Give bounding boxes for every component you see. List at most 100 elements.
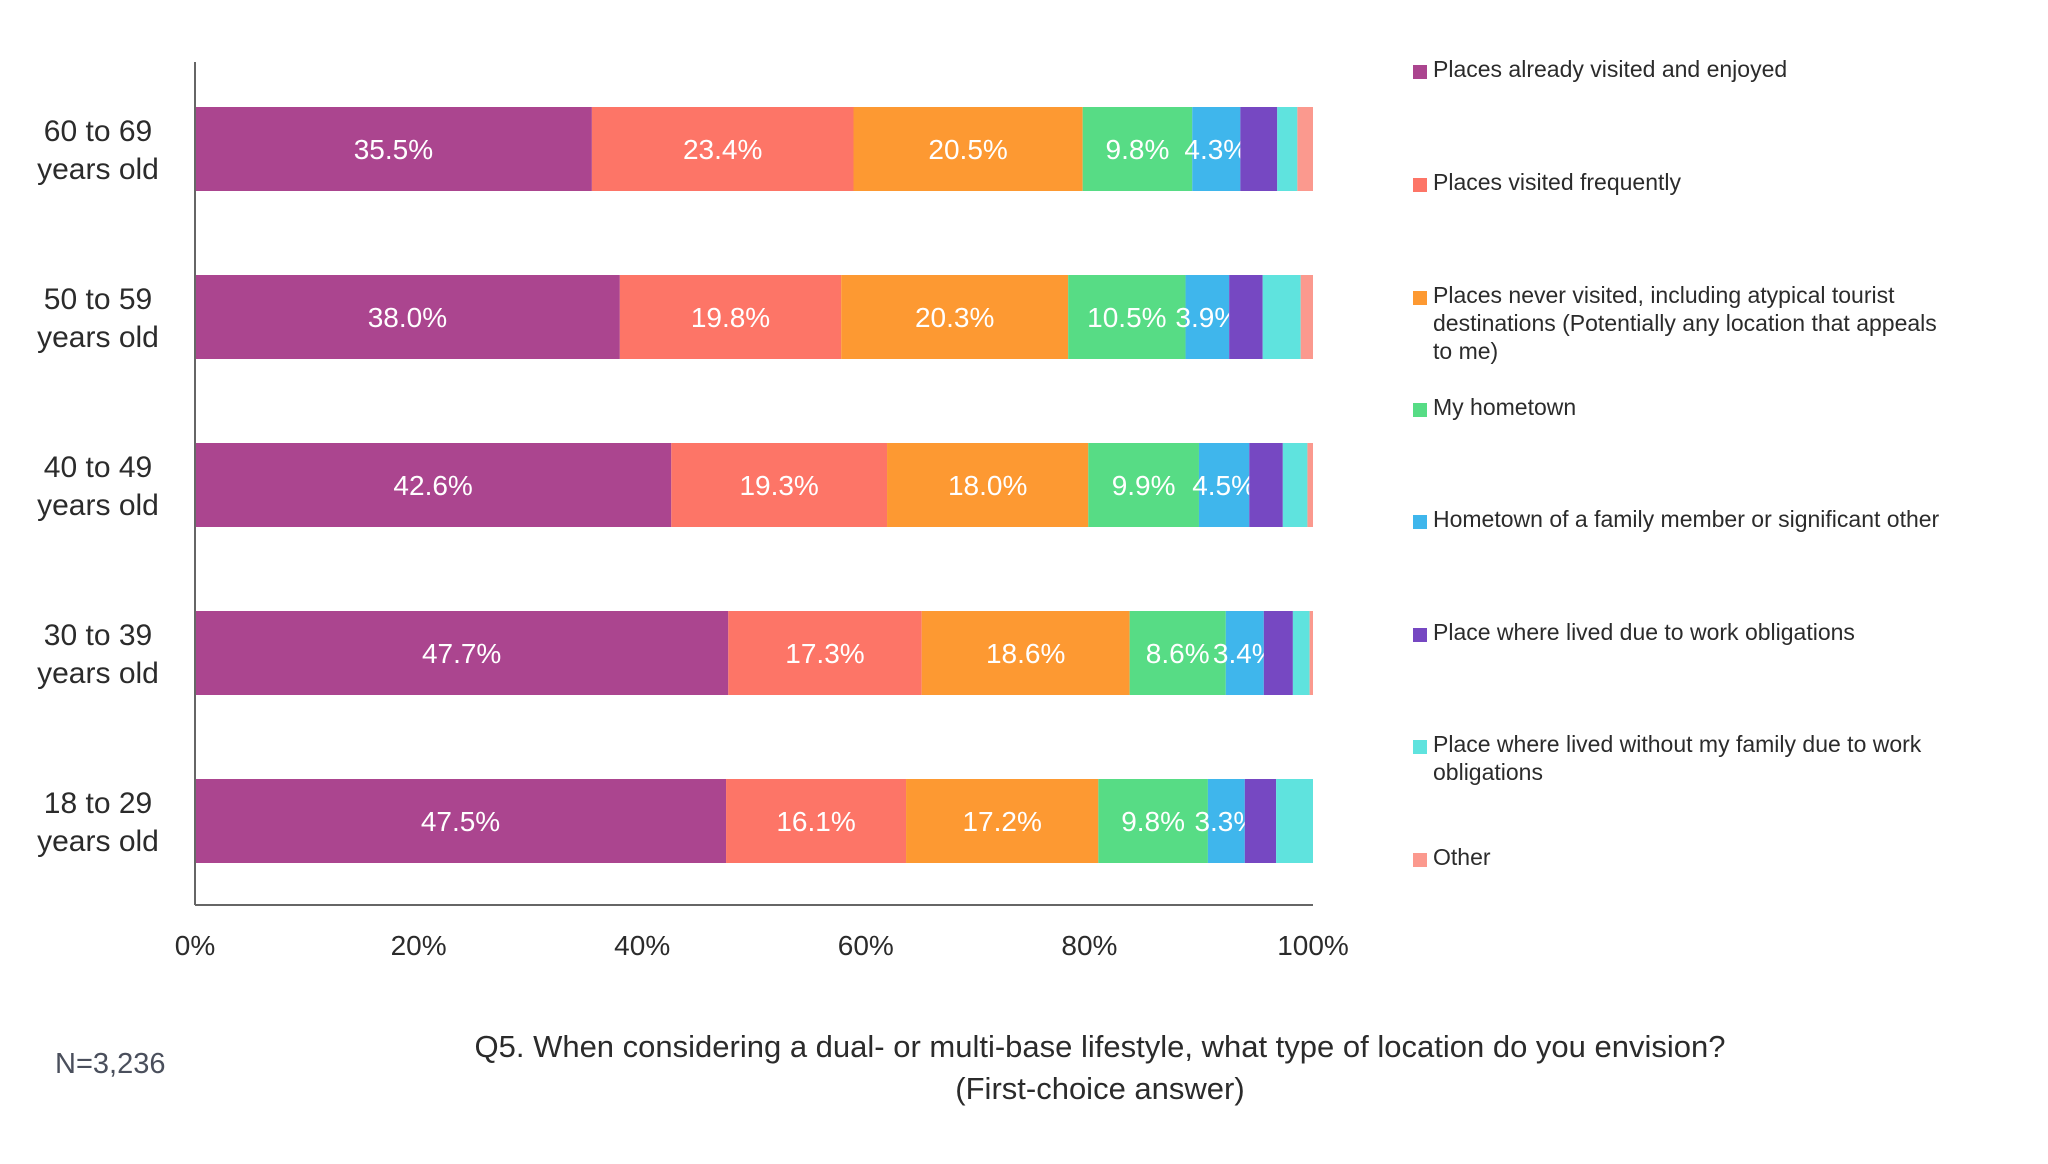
- category-label: 60 to 69: [44, 115, 152, 148]
- legend-label: Place where lived due to work obligation…: [1433, 619, 1855, 645]
- bar-segment: [671, 443, 888, 527]
- bar-segment: [1263, 611, 1293, 695]
- bar-segment: [1276, 779, 1313, 863]
- bar-segment: [195, 611, 729, 695]
- data-label: 38.0%: [368, 302, 447, 333]
- data-label: 17.3%: [785, 638, 864, 669]
- data-label: 16.1%: [776, 806, 855, 837]
- legend-label: obligations: [1433, 759, 1543, 785]
- sample-size-label: N=3,236: [55, 1048, 166, 1080]
- caption-line-2: (First-choice answer): [955, 1071, 1245, 1106]
- bar-segment: [591, 107, 854, 191]
- legend-swatch: [1413, 178, 1427, 192]
- data-label: 9.9%: [1112, 470, 1176, 501]
- bar-segment: [1300, 275, 1313, 359]
- data-label: 20.5%: [928, 134, 1007, 165]
- bar-segment: [1282, 443, 1308, 527]
- bar-segment: [1309, 611, 1313, 695]
- legend-label: destinations (Potentially any location t…: [1433, 310, 1937, 336]
- chart-caption: Q5. When considering a dual- or multi-ba…: [250, 1026, 1950, 1110]
- legend-swatch: [1413, 740, 1427, 754]
- bar-segment: [1244, 779, 1277, 863]
- bar-segment: [1277, 107, 1298, 191]
- category-label: years old: [37, 825, 159, 858]
- bar-segment: [195, 275, 620, 359]
- category-label: 18 to 29: [44, 787, 152, 820]
- bar-segment: [726, 779, 907, 863]
- bar-segment: [1185, 275, 1230, 359]
- bar-segment: [195, 443, 672, 527]
- bar-segment: [1192, 107, 1241, 191]
- category-label: 30 to 39: [44, 619, 152, 652]
- data-label: 47.5%: [421, 806, 500, 837]
- legend-swatch: [1413, 291, 1427, 305]
- bar-segment: [853, 107, 1083, 191]
- data-label: 19.3%: [739, 470, 818, 501]
- bar-segment: [921, 611, 1130, 695]
- bar-segment: [1292, 611, 1310, 695]
- category-label: years old: [37, 321, 159, 354]
- legend-swatch: [1413, 403, 1427, 417]
- category-label: years old: [37, 153, 159, 186]
- x-tick-label: 80%: [1061, 930, 1117, 961]
- bar-segment: [728, 611, 922, 695]
- legend-swatch: [1413, 628, 1427, 642]
- x-tick-label: 0%: [175, 930, 215, 961]
- bar-segment: [1068, 275, 1186, 359]
- data-label: 10.5%: [1087, 302, 1166, 333]
- legend-swatch: [1413, 65, 1427, 79]
- data-label: 47.7%: [422, 638, 501, 669]
- bar-segment: [195, 779, 727, 863]
- bar-segment: [1240, 107, 1278, 191]
- legend-label: Places visited frequently: [1433, 169, 1682, 195]
- data-label: 23.4%: [683, 134, 762, 165]
- x-tick-label: 40%: [614, 930, 670, 961]
- data-label: 9.8%: [1121, 806, 1185, 837]
- bar-segment: [1249, 443, 1283, 527]
- bar-segment: [619, 275, 842, 359]
- legend-label: Hometown of a family member or significa…: [1433, 506, 1940, 532]
- bar-segment: [887, 443, 1089, 527]
- data-label: 18.0%: [948, 470, 1027, 501]
- data-label: 3.9%: [1175, 302, 1239, 333]
- legend-swatch: [1413, 853, 1427, 867]
- bar-segment: [1307, 443, 1313, 527]
- bar-segment: [1088, 443, 1199, 527]
- data-label: 9.8%: [1106, 134, 1170, 165]
- legend-label: Place where lived without my family due …: [1433, 731, 1922, 757]
- bar-segment: [1297, 107, 1313, 191]
- data-label: 18.6%: [986, 638, 1065, 669]
- bar-segment: [906, 779, 1099, 863]
- legend-swatch: [1413, 515, 1427, 529]
- bar-segment: [1098, 779, 1208, 863]
- category-label: 40 to 49: [44, 451, 152, 484]
- data-label: 35.5%: [354, 134, 433, 165]
- x-tick-label: 20%: [391, 930, 447, 961]
- legend-label: Other: [1433, 844, 1491, 870]
- data-label: 19.8%: [691, 302, 770, 333]
- bar-segment: [1225, 611, 1264, 695]
- data-label: 20.3%: [915, 302, 994, 333]
- bar-segment: [841, 275, 1069, 359]
- data-label: 4.3%: [1184, 134, 1248, 165]
- legend-label: Places never visited, including atypical…: [1433, 282, 1895, 308]
- bar-segment: [1198, 443, 1250, 527]
- caption-line-1: Q5. When considering a dual- or multi-ba…: [474, 1029, 1726, 1064]
- x-tick-label: 60%: [838, 930, 894, 961]
- data-label: 17.2%: [962, 806, 1041, 837]
- data-label: 8.6%: [1146, 638, 1210, 669]
- bar-segment: [1207, 779, 1245, 863]
- category-label: years old: [37, 657, 159, 690]
- legend-label: to me): [1433, 338, 1498, 364]
- bar-segment: [1229, 275, 1263, 359]
- category-label: years old: [37, 489, 159, 522]
- x-tick-label: 100%: [1277, 930, 1349, 961]
- legend-label: My hometown: [1433, 394, 1576, 420]
- legend-label: Places already visited and enjoyed: [1433, 56, 1787, 82]
- data-label: 4.5%: [1192, 470, 1256, 501]
- bar-segment: [1082, 107, 1193, 191]
- data-label: 42.6%: [393, 470, 472, 501]
- bar-segment: [1129, 611, 1226, 695]
- category-label: 50 to 59: [44, 283, 152, 316]
